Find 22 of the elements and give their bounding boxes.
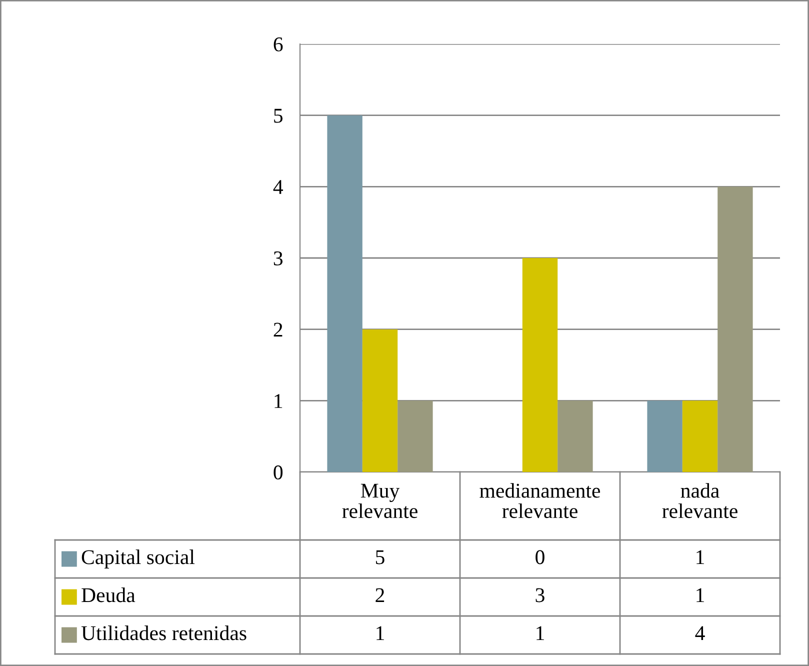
- data-label: 0: [536, 550, 544, 564]
- legend-label: Capital social: [82, 550, 195, 568]
- data-label: 5: [376, 550, 384, 564]
- y-tick-label: 0: [274, 465, 283, 480]
- x-tick-label: nada relevante: [662, 483, 738, 518]
- legend-label: Deuda: [82, 588, 136, 602]
- y-tick-label: 4: [273, 180, 284, 194]
- data-label: 3: [536, 588, 544, 602]
- data-label: 1: [376, 626, 384, 640]
- data-label: 1: [696, 550, 704, 564]
- y-tick-label: 6: [274, 37, 283, 52]
- y-tick-label: 2: [274, 322, 282, 337]
- data-label: 2: [376, 588, 384, 602]
- data-label: 4: [695, 626, 705, 640]
- legend-label: Utilidades retenidas: [81, 626, 246, 640]
- x-tick-label: Muy relevante: [342, 484, 418, 518]
- x-tick-label: medianamente relevante: [480, 483, 600, 518]
- y-tick-label: 3: [274, 251, 283, 266]
- y-tick-label: 1: [274, 394, 282, 408]
- y-tick-label: 5: [274, 108, 283, 123]
- data-label: 1: [536, 626, 544, 640]
- data-label: 1: [696, 588, 704, 602]
